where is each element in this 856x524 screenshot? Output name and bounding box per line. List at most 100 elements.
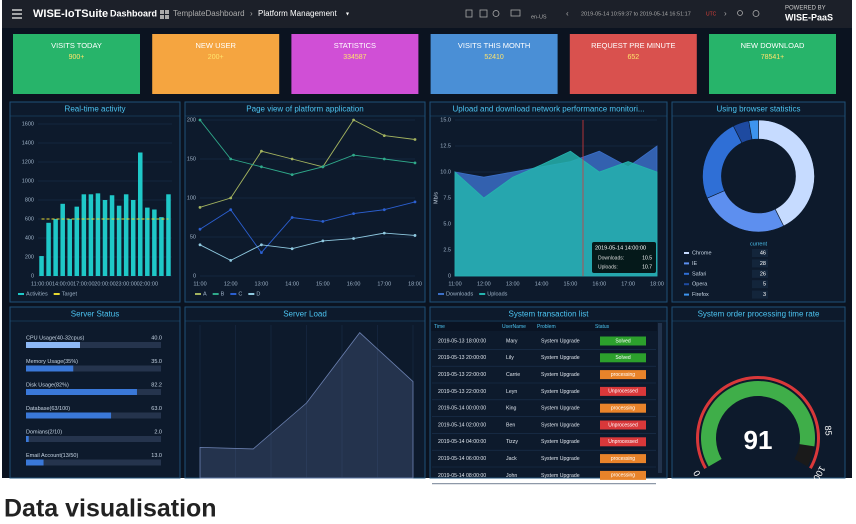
data-point bbox=[290, 173, 294, 177]
legend-value-box bbox=[752, 269, 768, 278]
cell: King bbox=[506, 406, 516, 412]
status-badge bbox=[600, 420, 646, 430]
gauge-value bbox=[701, 381, 816, 467]
bar bbox=[102, 200, 108, 276]
kpi-tile[interactable] bbox=[152, 34, 280, 94]
cell: 2019-05-13 22:00:00 bbox=[438, 389, 486, 395]
y-tick-label: 100 bbox=[187, 195, 196, 201]
bar bbox=[130, 200, 136, 276]
bar bbox=[74, 206, 80, 276]
brand: WISE-IoTSuite bbox=[33, 8, 108, 20]
status-track bbox=[26, 459, 161, 466]
panel-title: System order processing time rate bbox=[698, 310, 820, 319]
legend-swatch bbox=[684, 262, 689, 265]
x-tick-label: 23:00:00 bbox=[115, 281, 136, 287]
bar bbox=[138, 152, 143, 276]
y-tick-label: 15.0 bbox=[440, 117, 451, 123]
y-tick-label: 1600 bbox=[22, 121, 34, 127]
column-header: Status bbox=[595, 324, 610, 330]
y-tick-label: 1200 bbox=[22, 159, 34, 165]
y-tick-label: 400 bbox=[25, 235, 34, 241]
status-badge bbox=[600, 353, 646, 363]
cell: System Upgrade bbox=[541, 473, 580, 479]
cell: System Upgrade bbox=[541, 355, 580, 361]
x-tick-label: 02:00:00 bbox=[137, 281, 158, 287]
cell: Tizzy bbox=[506, 439, 518, 445]
search-refresh-icons[interactable] bbox=[737, 10, 760, 17]
data-point bbox=[382, 208, 386, 212]
status-badge-label: Solved bbox=[615, 355, 631, 361]
data-point bbox=[198, 227, 202, 231]
caption: Data visualisation bbox=[4, 495, 217, 523]
status-badge-label: processing bbox=[611, 456, 635, 462]
legend-value: 46 bbox=[760, 250, 766, 256]
toolbar-icons[interactable] bbox=[465, 9, 521, 18]
status-track bbox=[26, 436, 161, 442]
kpi-label: NEW DOWNLOAD bbox=[741, 41, 805, 50]
kpi-tile[interactable] bbox=[291, 34, 419, 94]
status-bar bbox=[26, 412, 112, 419]
kpi-tile[interactable] bbox=[569, 34, 697, 94]
data-point bbox=[321, 165, 325, 169]
bar bbox=[88, 194, 94, 276]
x-tick-label: 17:00 bbox=[377, 281, 391, 287]
panel-title: Server Status bbox=[71, 310, 119, 319]
section[interactable]: Dashboard bbox=[110, 8, 157, 18]
legend-label: Target bbox=[62, 291, 78, 297]
kpi-tile[interactable] bbox=[709, 34, 836, 94]
bar bbox=[123, 194, 129, 276]
legend-label: Activities bbox=[26, 291, 48, 297]
status-value: 40.0 bbox=[151, 335, 162, 341]
bar bbox=[81, 194, 87, 276]
status-track bbox=[26, 342, 161, 348]
bar bbox=[159, 217, 164, 276]
powered-by: POWERED BY bbox=[785, 6, 826, 12]
prev-icon[interactable]: ‹ bbox=[566, 9, 569, 18]
legend-swatch bbox=[230, 293, 237, 295]
kpi-label: NEW USER bbox=[195, 41, 236, 50]
breadcrumb-item[interactable]: Platform Management bbox=[258, 9, 337, 18]
data-point bbox=[290, 216, 294, 219]
data-point bbox=[382, 157, 386, 161]
cell: John bbox=[506, 473, 517, 479]
data-point bbox=[260, 165, 263, 169]
x-tick-label: 16:00 bbox=[347, 281, 361, 287]
status-track bbox=[26, 365, 161, 372]
status-value: 35.0 bbox=[151, 359, 162, 365]
data-point bbox=[198, 205, 202, 209]
next-icon[interactable]: › bbox=[724, 9, 727, 18]
cell: Mary bbox=[506, 338, 518, 344]
x-tick-label: 18:00 bbox=[408, 281, 422, 287]
legend-swatch bbox=[684, 252, 689, 254]
y-tick-label: 0 bbox=[31, 273, 34, 279]
status-badge-label: processing bbox=[611, 473, 635, 479]
cell: Lily bbox=[506, 355, 514, 361]
data-point bbox=[229, 157, 233, 161]
cell: System Upgrade bbox=[541, 439, 580, 445]
time-range[interactable]: 2019-05-14 10:59:37 to 2019-05-14 16:51:… bbox=[581, 11, 691, 17]
donut-slice bbox=[748, 119, 759, 140]
series-line bbox=[199, 119, 416, 208]
cell: 2019-05-14 08:00:00 bbox=[438, 473, 486, 479]
status-label: Memory Usage(35%) bbox=[26, 359, 78, 365]
bar bbox=[109, 195, 115, 276]
kpi-tile[interactable] bbox=[430, 34, 558, 94]
legend-value: 5 bbox=[763, 282, 766, 288]
x-tick-label: 15:00 bbox=[316, 281, 330, 287]
legend-value-box bbox=[752, 259, 768, 268]
panel-title: Server Load bbox=[283, 310, 327, 319]
kpi-tile[interactable] bbox=[13, 34, 140, 94]
status-badge-label: Unprocessed bbox=[608, 439, 638, 445]
legend-label: B bbox=[221, 291, 225, 297]
legend-value-box bbox=[752, 290, 768, 299]
status-bar bbox=[26, 365, 74, 372]
data-point bbox=[290, 247, 294, 251]
status-label: Email Account(13/50) bbox=[26, 453, 78, 459]
locale[interactable]: en-US bbox=[531, 14, 547, 20]
kpi-label: REQUEST PRE MINUTE bbox=[591, 41, 675, 50]
breadcrumb-item[interactable]: TemplateDashboard bbox=[173, 9, 245, 18]
legend-label: D bbox=[256, 291, 260, 297]
menu-icon[interactable] bbox=[12, 9, 22, 19]
